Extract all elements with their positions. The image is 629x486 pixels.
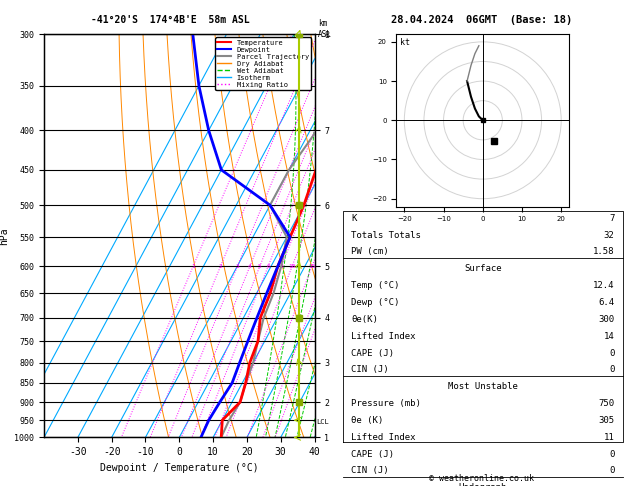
Legend: Temperature, Dewpoint, Parcel Trajectory, Dry Adiabat, Wet Adiabat, Isotherm, Mi: Temperature, Dewpoint, Parcel Trajectory… [215,37,311,90]
Text: 5: 5 [258,264,262,269]
Text: Surface: Surface [464,264,501,273]
Text: -41°20'S  174°4B'E  58m ASL: -41°20'S 174°4B'E 58m ASL [91,15,249,25]
Text: 7: 7 [609,214,615,223]
X-axis label: Dewpoint / Temperature (°C): Dewpoint / Temperature (°C) [100,463,259,473]
Text: 0: 0 [609,365,615,374]
Text: Most Unstable: Most Unstable [448,382,518,391]
Text: 1: 1 [191,264,195,269]
Text: 10: 10 [288,264,296,269]
Text: CIN (J): CIN (J) [351,467,389,475]
Text: Pressure (mb): Pressure (mb) [351,399,421,408]
Text: 6: 6 [266,264,270,269]
Text: kt: kt [401,38,410,47]
Text: 12.4: 12.4 [593,281,615,290]
Text: 0: 0 [609,450,615,459]
Text: 4: 4 [248,264,252,269]
Text: 11: 11 [604,433,615,442]
Y-axis label: hPa: hPa [0,227,9,244]
Text: 28.04.2024  06GMT  (Base: 18): 28.04.2024 06GMT (Base: 18) [391,15,572,25]
Text: Dewp (°C): Dewp (°C) [351,298,399,307]
Text: 8: 8 [280,264,283,269]
Text: K: K [351,214,357,223]
Text: Lifted Index: Lifted Index [351,331,416,341]
Text: LCL: LCL [316,419,328,425]
Text: © weatheronline.co.uk: © weatheronline.co.uk [429,474,533,483]
Text: Hodograph: Hodograph [459,484,507,486]
Text: CIN (J): CIN (J) [351,365,389,374]
Text: 300: 300 [598,315,615,324]
Text: 1.58: 1.58 [593,247,615,257]
Text: CAPE (J): CAPE (J) [351,450,394,459]
Text: 0: 0 [609,348,615,358]
Text: CAPE (J): CAPE (J) [351,348,394,358]
Text: 305: 305 [598,416,615,425]
Text: 14: 14 [604,331,615,341]
Text: θe(K): θe(K) [351,315,378,324]
Text: 32: 32 [604,230,615,240]
Text: Totals Totals: Totals Totals [351,230,421,240]
Text: 750: 750 [598,399,615,408]
Text: km
ASL: km ASL [318,19,331,39]
Text: PW (cm): PW (cm) [351,247,389,257]
Text: Temp (°C): Temp (°C) [351,281,399,290]
Text: 2: 2 [219,264,223,269]
Text: 0: 0 [609,467,615,475]
Text: 3: 3 [236,264,239,269]
Text: 6.4: 6.4 [598,298,615,307]
Text: θe (K): θe (K) [351,416,384,425]
Text: 15: 15 [308,264,316,269]
Text: Lifted Index: Lifted Index [351,433,416,442]
